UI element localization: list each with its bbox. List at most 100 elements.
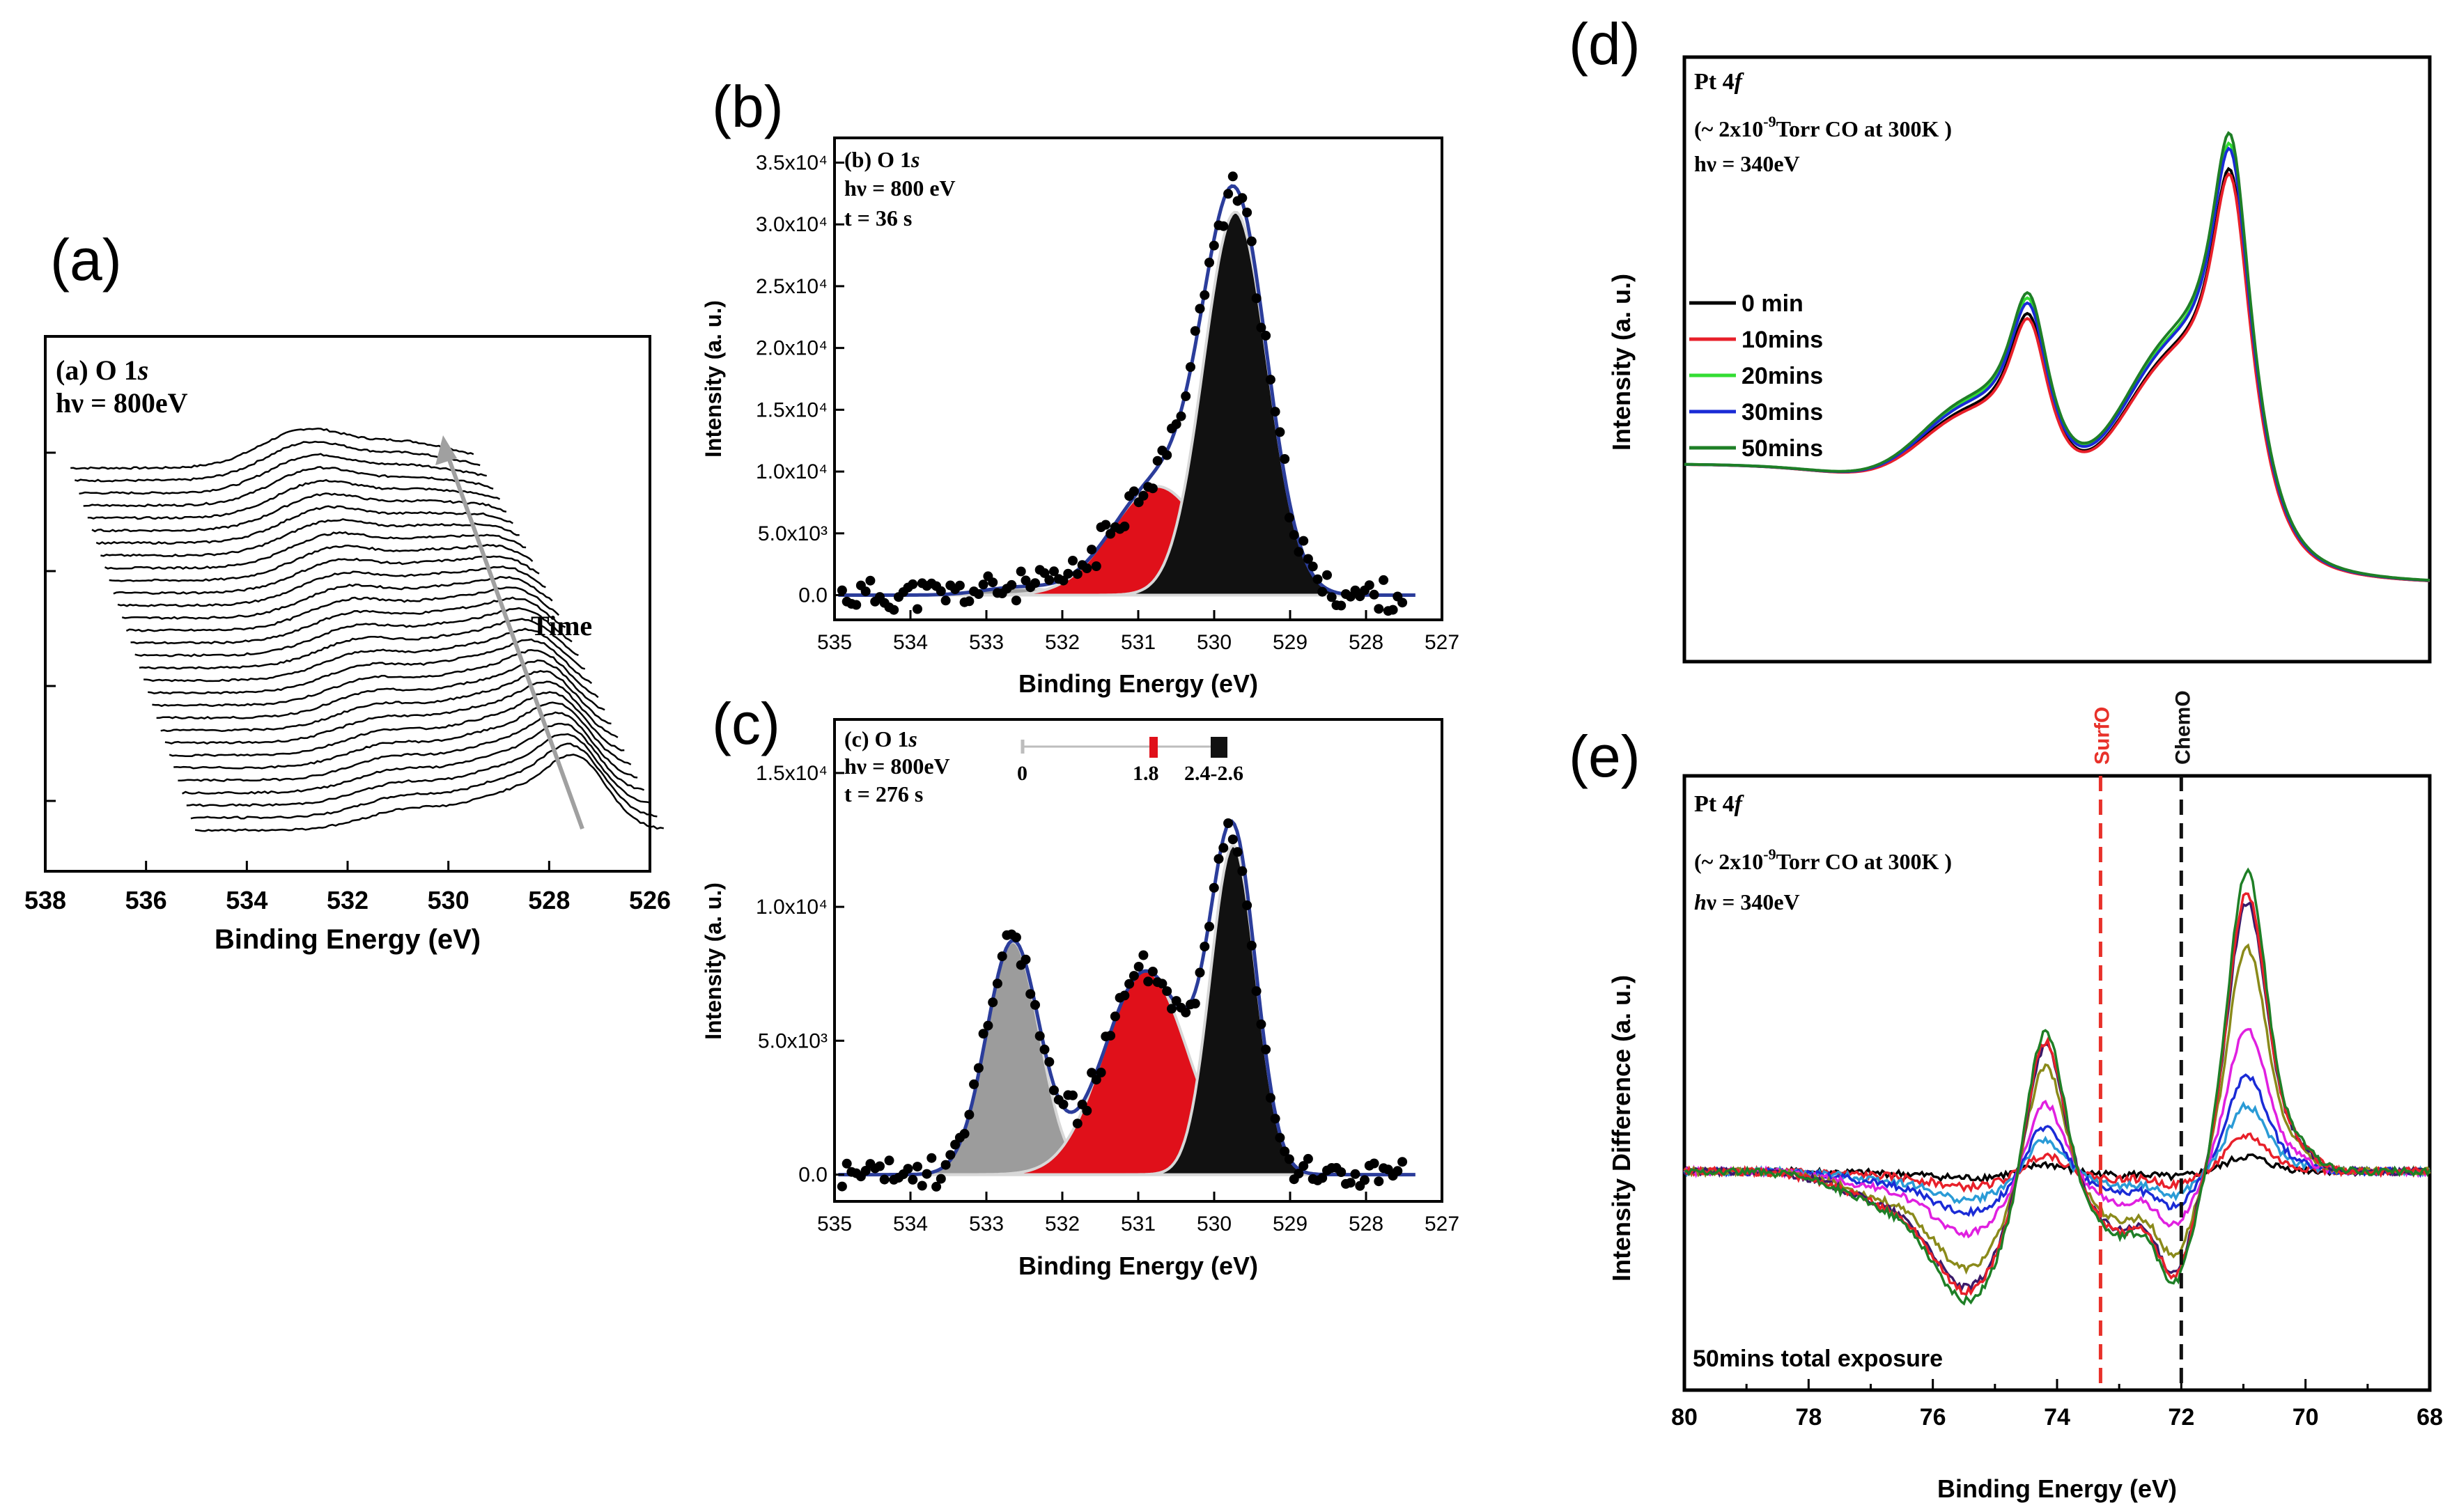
data-point bbox=[1242, 900, 1252, 910]
data-point bbox=[865, 575, 876, 586]
data-point bbox=[1246, 940, 1257, 951]
data-point bbox=[1261, 330, 1271, 341]
legend-bar-label-2: 2.4-2.6 bbox=[1184, 762, 1243, 785]
data-point bbox=[1350, 1169, 1360, 1179]
data-point bbox=[1039, 1044, 1050, 1054]
chart-d-plot bbox=[1684, 131, 2430, 582]
chart-a-xtick-label: 538 bbox=[24, 886, 66, 914]
data-point bbox=[1011, 933, 1021, 942]
time-arrow bbox=[445, 453, 584, 830]
chart-a-xtick-label: 526 bbox=[629, 886, 671, 914]
xtick-label: 527 bbox=[1425, 631, 1459, 654]
data-point bbox=[1162, 986, 1172, 997]
data-point bbox=[1068, 556, 1078, 566]
data-point bbox=[992, 979, 1002, 989]
xtick-label: 533 bbox=[969, 631, 1004, 654]
chart-b: 535 534 533 532 531 530 529 528 527 0.0 5.0x10³ 1.0… bbox=[701, 137, 1459, 698]
data-point bbox=[1209, 882, 1219, 893]
data-point bbox=[1200, 290, 1210, 300]
series-line bbox=[1684, 131, 2430, 582]
chart-e-xtick-label: 72 bbox=[2168, 1404, 2194, 1431]
panel-letter-b: (b) bbox=[712, 74, 784, 139]
chart-c-ylabel: Intensity (a. u.) bbox=[701, 882, 726, 1040]
data-point bbox=[1223, 189, 1234, 199]
chart-e-footer: 50mins total exposure bbox=[1693, 1346, 1943, 1372]
data-point bbox=[1133, 962, 1144, 972]
data-point bbox=[1317, 1173, 1328, 1183]
data-point bbox=[988, 577, 998, 588]
chart-d-photon: hν = 340eV bbox=[1694, 151, 1800, 176]
waterfall-trace bbox=[152, 649, 599, 708]
data-point bbox=[988, 997, 998, 1008]
difference-line bbox=[1684, 867, 2431, 1306]
data-point bbox=[1011, 595, 1021, 606]
waterfall-trace bbox=[173, 701, 632, 770]
data-point bbox=[875, 1161, 885, 1171]
data-point bbox=[884, 1155, 894, 1166]
xtick-label: 534 bbox=[893, 1213, 928, 1236]
data-point bbox=[889, 605, 899, 615]
xtick-label: 531 bbox=[1121, 631, 1156, 654]
data-point bbox=[1058, 575, 1069, 586]
data-point bbox=[1256, 322, 1266, 333]
time-arrow-label: Time bbox=[531, 610, 592, 641]
data-point bbox=[1322, 570, 1332, 580]
data-point bbox=[1171, 419, 1181, 429]
data-point bbox=[1171, 996, 1181, 1006]
xtick-label: 531 bbox=[1121, 1213, 1156, 1236]
data-point bbox=[1312, 574, 1323, 584]
legend-label: 50mins bbox=[1742, 435, 1823, 462]
waterfall-trace bbox=[113, 555, 540, 595]
data-point bbox=[1227, 834, 1238, 845]
chart-c: 535 534 533 532 531 530 529 528 527 0.0 5.0x10³ 1.0… bbox=[701, 718, 1459, 1280]
data-point bbox=[1294, 547, 1304, 557]
data-point bbox=[1289, 530, 1299, 540]
data-point bbox=[1251, 293, 1262, 304]
data-point bbox=[1091, 561, 1101, 571]
data-point bbox=[1021, 954, 1031, 965]
data-point bbox=[1388, 605, 1398, 615]
data-point bbox=[1303, 554, 1313, 564]
xtick-label: 529 bbox=[1273, 1213, 1308, 1236]
chart-e-photon: hν = 340eV bbox=[1694, 889, 1800, 914]
data-point bbox=[1270, 1114, 1280, 1124]
legend-label: 10mins bbox=[1742, 327, 1823, 353]
data-point bbox=[997, 951, 1007, 962]
data-point bbox=[1232, 847, 1243, 857]
data-point bbox=[1218, 843, 1229, 853]
chart-b-ylabel: Intensity (a. u.) bbox=[701, 300, 726, 458]
chart-c-axes: 535 534 533 532 531 530 529 528 527 0.0 5.0x10³ 1.0… bbox=[756, 762, 1459, 1236]
data-point bbox=[1195, 304, 1205, 314]
ytick-label: 0.0 bbox=[798, 1164, 828, 1187]
data-point bbox=[1303, 1153, 1313, 1164]
chart-e-axes: 80 78 76 74 72 70 68 SurfO ChemO bbox=[1671, 690, 2443, 1431]
data-point bbox=[917, 1180, 927, 1191]
data-point bbox=[931, 1181, 942, 1192]
data-point bbox=[1374, 604, 1384, 614]
data-point bbox=[841, 1158, 852, 1169]
waterfall-trace bbox=[91, 492, 507, 533]
ytick-label: 3.0x10⁴ bbox=[756, 213, 828, 236]
legend-bar-tick-black bbox=[1211, 737, 1227, 758]
data-point bbox=[1030, 999, 1040, 1010]
data-point bbox=[1294, 1169, 1304, 1179]
data-point bbox=[1393, 1166, 1403, 1176]
data-point bbox=[860, 586, 871, 597]
waterfall-trace bbox=[83, 466, 494, 508]
data-point bbox=[903, 1164, 913, 1174]
ref-label-SurfO: SurfO bbox=[2090, 707, 2113, 765]
data-point bbox=[1369, 1158, 1379, 1169]
waterfall-trace bbox=[100, 518, 520, 557]
data-point bbox=[1087, 545, 1097, 555]
data-point bbox=[959, 1128, 970, 1139]
chart-a-ticks: 538 536 534 532 530 528 526 bbox=[24, 451, 671, 914]
xtick-label: 535 bbox=[817, 631, 852, 654]
xtick-label: 528 bbox=[1349, 631, 1383, 654]
data-point bbox=[1152, 455, 1163, 466]
legend-label: 30mins bbox=[1742, 399, 1823, 426]
data-point bbox=[978, 1029, 988, 1039]
data-point bbox=[1128, 486, 1139, 497]
data-point bbox=[926, 1153, 937, 1163]
data-point bbox=[973, 589, 984, 599]
chart-a-photon: hν = 800eV bbox=[56, 387, 188, 419]
